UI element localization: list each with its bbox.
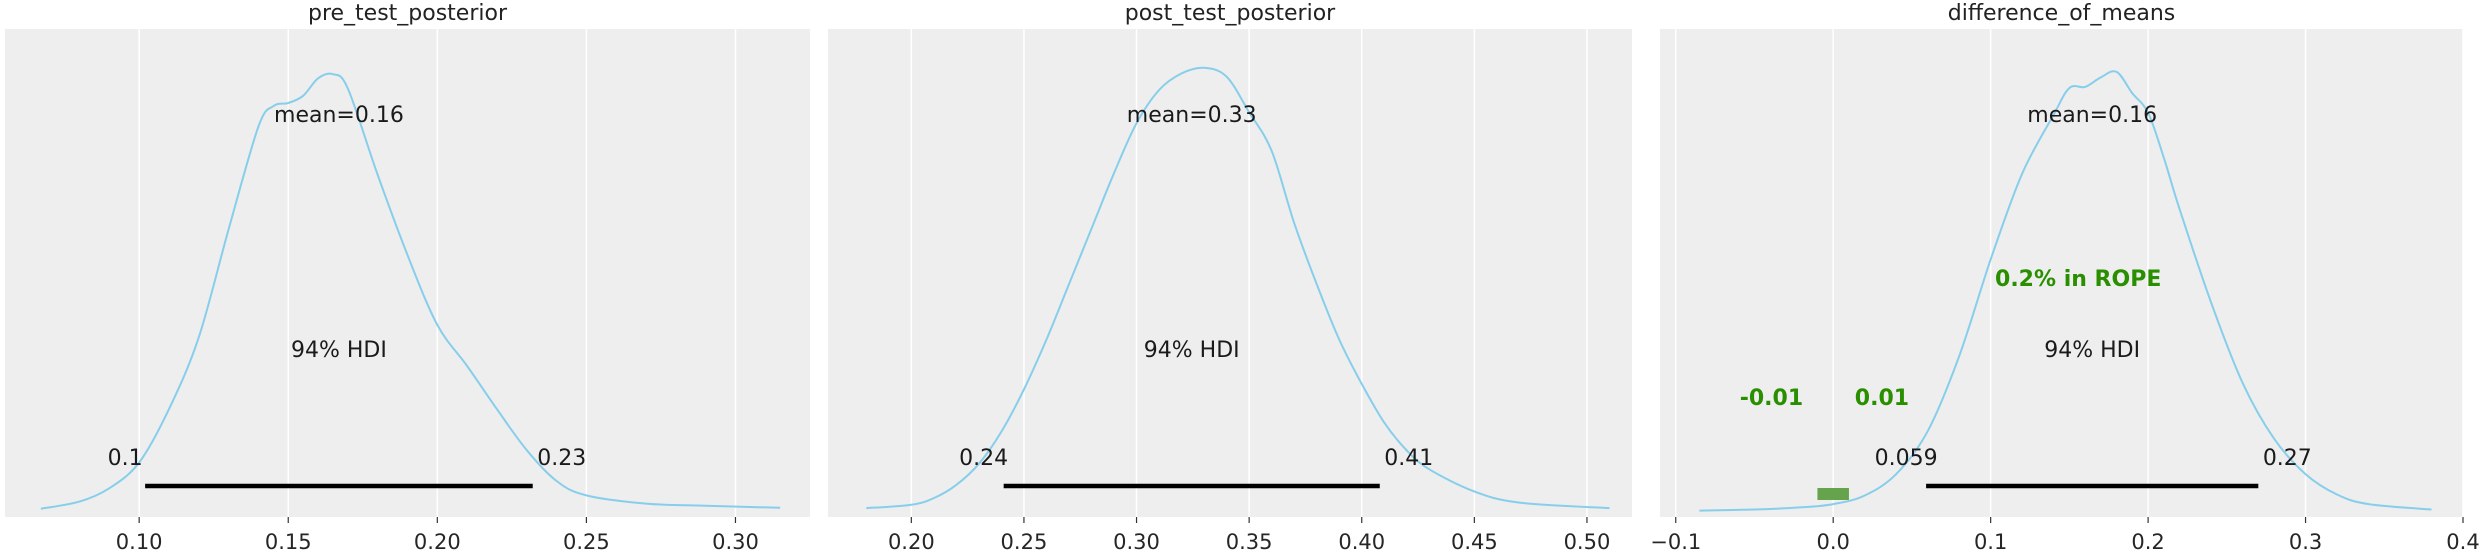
rope-high-label: 0.01 (1855, 386, 1909, 411)
x-tick-label: 0.35 (1226, 530, 1273, 552)
x-tick-label: 0.45 (1451, 530, 1498, 552)
plot-area (5, 29, 810, 517)
plot-area (828, 29, 1632, 517)
x-tick-label: 0.25 (563, 530, 610, 552)
mean-label: mean=0.16 (274, 103, 404, 128)
x-tick-label: 0.20 (414, 530, 461, 552)
hdi-low-label: 0.059 (1875, 446, 1938, 471)
grid-lines (1674, 29, 2464, 517)
x-axis-ticks: −0.1 0.0 0.1 0.2 0.3 0.4 (1650, 517, 2480, 552)
x-tick-label: 0.40 (1338, 530, 1385, 552)
chart-title: post_test_posterior (1125, 1, 1336, 26)
hdi-high-label: 0.23 (537, 446, 586, 471)
chart-title: difference_of_means (1948, 1, 2176, 26)
hdi-low-label: 0.1 (108, 446, 143, 471)
rope-low-label: -0.01 (1740, 386, 1803, 411)
density-curve (40, 72, 781, 510)
x-tick-label: 0.25 (1001, 530, 1048, 552)
mean-label: mean=0.16 (2027, 103, 2157, 128)
hdi-label: 94% HDI (2044, 338, 2140, 363)
rope-percentage-label: 0.2% in ROPE (1995, 267, 2161, 292)
x-tick-label: 0.10 (116, 530, 163, 552)
chart-title: pre_test_posterior (308, 1, 508, 26)
x-axis-ticks: 0.10 0.15 0.20 0.25 0.30 (116, 517, 759, 552)
x-tick-label: 0.2 (2131, 530, 2164, 552)
x-tick-label: −0.1 (1650, 530, 1701, 552)
x-tick-label: 0.4 (2446, 530, 2479, 552)
x-axis-ticks: 0.20 0.25 0.30 0.35 0.40 0.45 0.50 (888, 517, 1610, 552)
x-tick-label: 0.30 (712, 530, 759, 552)
density-curve (1699, 70, 2432, 512)
x-tick-label: 0.1 (1974, 530, 2007, 552)
x-tick-label: 0.0 (1816, 530, 1849, 552)
x-tick-label: 0.30 (1113, 530, 1160, 552)
hdi-low-label: 0.24 (959, 446, 1008, 471)
panel-post-test-posterior: post_test_posterior mean=0.33 94% HDI 0.… (828, 1, 1632, 552)
hdi-label: 94% HDI (1144, 338, 1240, 363)
x-tick-label: 0.20 (888, 530, 935, 552)
hdi-high-label: 0.41 (1384, 446, 1433, 471)
hdi-high-label: 0.27 (2263, 446, 2312, 471)
plot-area (1660, 29, 2463, 517)
x-tick-label: 0.3 (2289, 530, 2322, 552)
x-tick-label: 0.50 (1564, 530, 1611, 552)
grid-lines (138, 29, 737, 517)
x-tick-label: 0.15 (265, 530, 312, 552)
panel-difference-of-means: difference_of_means mean=0.16 0.2% in RO… (1650, 1, 2479, 552)
hdi-label: 94% HDI (291, 338, 387, 363)
rope-band (1817, 488, 1849, 500)
mean-label: mean=0.33 (1127, 103, 1257, 128)
panel-pre-test-posterior: pre_test_posterior mean=0.16 94% HDI 0.1… (5, 1, 810, 552)
density-curve (866, 66, 1610, 510)
